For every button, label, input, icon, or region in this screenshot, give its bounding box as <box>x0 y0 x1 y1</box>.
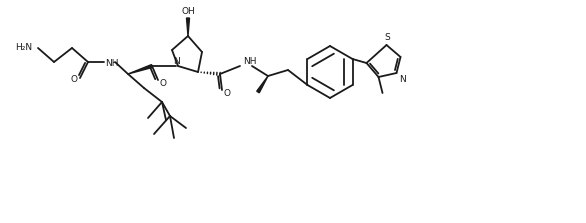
Text: O: O <box>70 76 77 85</box>
Text: O: O <box>223 89 230 97</box>
Text: O: O <box>159 78 166 87</box>
Text: N: N <box>399 74 406 83</box>
Polygon shape <box>186 18 189 36</box>
Polygon shape <box>257 76 268 93</box>
Text: H₂N: H₂N <box>15 43 32 52</box>
Text: NH: NH <box>243 58 257 66</box>
Text: NH: NH <box>105 60 118 68</box>
Polygon shape <box>128 65 152 74</box>
Text: S: S <box>384 33 390 41</box>
Text: OH: OH <box>181 8 195 17</box>
Text: N: N <box>173 58 180 66</box>
